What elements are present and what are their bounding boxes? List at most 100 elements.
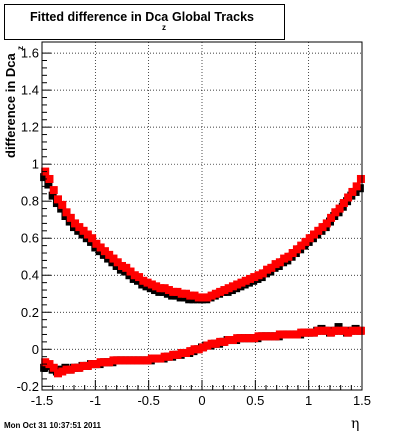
data-point [301, 328, 310, 337]
x-tick-label: 0.5 [246, 393, 264, 408]
data-point [284, 330, 293, 339]
data-point [156, 354, 165, 363]
data-point [66, 365, 75, 374]
data-point [207, 291, 216, 300]
data-point [331, 208, 340, 217]
y-tick-label: 0 [32, 342, 39, 357]
data-point [130, 356, 139, 365]
data-point [246, 334, 254, 343]
data-point [92, 239, 101, 248]
data-point [233, 334, 242, 343]
y-tick-label: 0.8 [21, 194, 39, 209]
x-tick-label: -0.5 [137, 393, 159, 408]
data-point [322, 326, 331, 335]
data-point [327, 213, 336, 222]
data-point [297, 328, 306, 337]
data-point [275, 258, 284, 267]
data-point [41, 358, 50, 367]
data-point [83, 361, 92, 370]
data-point [344, 193, 353, 202]
data-point [139, 356, 148, 365]
data-point [177, 348, 186, 357]
data-point [135, 356, 144, 365]
data-point [88, 234, 97, 243]
data-point [44, 180, 53, 189]
data-point [118, 261, 126, 270]
data-point [254, 332, 263, 341]
data-point [310, 328, 318, 337]
data-point [190, 345, 199, 354]
data-point [292, 245, 301, 254]
data-point [310, 230, 318, 239]
axes: -1.5 -1 -0.5 0 0.5 1 1.5 -0.2 0 0.2 0.4 0.6 0.8 1 1.2 1… [17, 46, 371, 408]
data-point [54, 369, 62, 378]
data-point [40, 173, 49, 182]
data-point [186, 347, 195, 356]
y-tick-label: 1 [32, 157, 39, 172]
data-point [156, 284, 165, 293]
data-point [220, 337, 229, 346]
data-point [147, 280, 156, 289]
data-marks [40, 167, 365, 378]
data-point [96, 243, 105, 252]
data-point [58, 367, 67, 376]
data-point [331, 326, 340, 335]
data-point [280, 330, 289, 339]
data-point [301, 237, 310, 246]
data-point [88, 360, 97, 369]
x-tick-label: 1.5 [353, 393, 371, 408]
data-point [45, 174, 54, 183]
data-point [211, 289, 220, 298]
data-point [237, 278, 246, 287]
data-point [203, 341, 212, 350]
data-point [356, 174, 365, 183]
data-point [100, 358, 109, 367]
data-point [348, 326, 357, 335]
title-box-frame [4, 4, 285, 40]
title-box: Fitted difference in Dca z Global Tracks [4, 4, 285, 40]
data-point [263, 332, 272, 341]
data-point [250, 334, 259, 343]
data-point [122, 263, 131, 272]
data-point [152, 282, 161, 291]
data-point [173, 287, 182, 296]
data-point [164, 286, 173, 295]
data-point [241, 276, 250, 285]
x-axis-label: η [351, 416, 359, 432]
data-point [48, 191, 57, 200]
data-point [126, 356, 135, 365]
data-point [207, 339, 216, 348]
data-point [71, 219, 80, 228]
data-point [258, 332, 267, 341]
data-point [288, 330, 297, 339]
data-point [190, 291, 199, 300]
data-point [173, 350, 182, 359]
data-point [71, 363, 80, 372]
data-point [292, 330, 301, 339]
data-point [318, 223, 327, 232]
data-point [186, 291, 195, 300]
y-axis-label: difference in Dca [3, 52, 18, 158]
data-point [40, 363, 49, 372]
data-point [267, 263, 276, 272]
data-point [267, 332, 276, 341]
data-point [250, 273, 259, 282]
data-point [216, 287, 225, 296]
data-point [100, 247, 109, 256]
y-axis-label-subscript: z [16, 46, 25, 50]
data-point [314, 226, 323, 235]
data-point [224, 336, 233, 345]
data-point [105, 250, 114, 259]
data-point [203, 293, 212, 302]
data-point [62, 208, 71, 217]
data-point [314, 326, 323, 335]
data-point [182, 289, 190, 298]
data-point [254, 271, 263, 280]
y-tick-label: 0.4 [21, 268, 39, 283]
y-tick-label: 1.6 [21, 46, 39, 61]
data-point [356, 326, 365, 335]
data-point [194, 293, 203, 302]
data-point [220, 286, 229, 295]
data-point [164, 352, 173, 361]
data-point [75, 363, 84, 372]
